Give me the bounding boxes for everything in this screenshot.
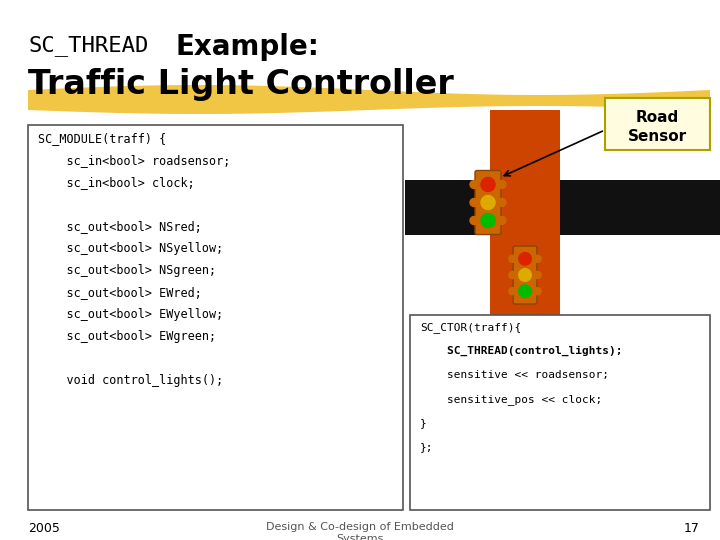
- Text: 2005: 2005: [28, 522, 60, 535]
- Circle shape: [509, 255, 516, 262]
- Text: }: }: [420, 418, 427, 428]
- Text: };: };: [420, 442, 433, 452]
- Circle shape: [518, 269, 531, 281]
- Circle shape: [481, 213, 495, 227]
- FancyBboxPatch shape: [513, 246, 537, 304]
- Bar: [490, 110, 560, 380]
- Text: SC_MODULE(traff) {: SC_MODULE(traff) {: [38, 132, 166, 145]
- Circle shape: [534, 288, 541, 295]
- FancyBboxPatch shape: [475, 171, 501, 234]
- Text: 17: 17: [684, 522, 700, 535]
- Text: Road
Sensor: Road Sensor: [627, 110, 687, 144]
- Text: sc_out<bool> NSred;: sc_out<bool> NSred;: [38, 220, 202, 233]
- Circle shape: [498, 199, 506, 206]
- Text: sc_out<bool> EWyellow;: sc_out<bool> EWyellow;: [38, 308, 223, 321]
- Bar: [28, 125, 403, 510]
- Text: void control_lights();: void control_lights();: [38, 374, 223, 387]
- Circle shape: [498, 180, 506, 188]
- Circle shape: [481, 195, 495, 210]
- Circle shape: [470, 199, 478, 206]
- Text: Example:: Example:: [175, 33, 319, 61]
- Circle shape: [534, 272, 541, 279]
- Bar: [410, 315, 710, 510]
- Circle shape: [509, 272, 516, 279]
- Text: SC_THREAD(control_lights);: SC_THREAD(control_lights);: [420, 346, 623, 356]
- Circle shape: [518, 253, 531, 265]
- Text: sc_out<bool> EWred;: sc_out<bool> EWred;: [38, 286, 202, 299]
- Text: sc_out<bool> NSgreen;: sc_out<bool> NSgreen;: [38, 264, 216, 277]
- Text: Traffic Light Controller: Traffic Light Controller: [28, 68, 454, 101]
- Circle shape: [470, 217, 478, 225]
- Text: Design & Co-design of Embedded
Systems: Design & Co-design of Embedded Systems: [266, 522, 454, 540]
- Circle shape: [518, 285, 531, 298]
- Circle shape: [509, 288, 516, 295]
- Text: sensitive << roadsensor;: sensitive << roadsensor;: [420, 370, 609, 380]
- Text: sc_in<bool> clock;: sc_in<bool> clock;: [38, 176, 194, 189]
- Circle shape: [481, 178, 495, 192]
- Text: sc_out<bool> EWgreen;: sc_out<bool> EWgreen;: [38, 330, 216, 343]
- Text: sc_out<bool> NSyellow;: sc_out<bool> NSyellow;: [38, 242, 223, 255]
- Circle shape: [470, 180, 478, 188]
- Text: sc_in<bool> roadsensor;: sc_in<bool> roadsensor;: [38, 154, 230, 167]
- Bar: [605, 98, 710, 150]
- Text: SC_CTOR(traff){: SC_CTOR(traff){: [420, 322, 521, 333]
- Text: SC_THREAD: SC_THREAD: [28, 35, 148, 56]
- Circle shape: [498, 217, 506, 225]
- Text: sensitive_pos << clock;: sensitive_pos << clock;: [420, 394, 602, 405]
- Bar: [405, 180, 720, 235]
- Bar: [490, 180, 560, 235]
- Polygon shape: [28, 85, 710, 114]
- Circle shape: [534, 255, 541, 262]
